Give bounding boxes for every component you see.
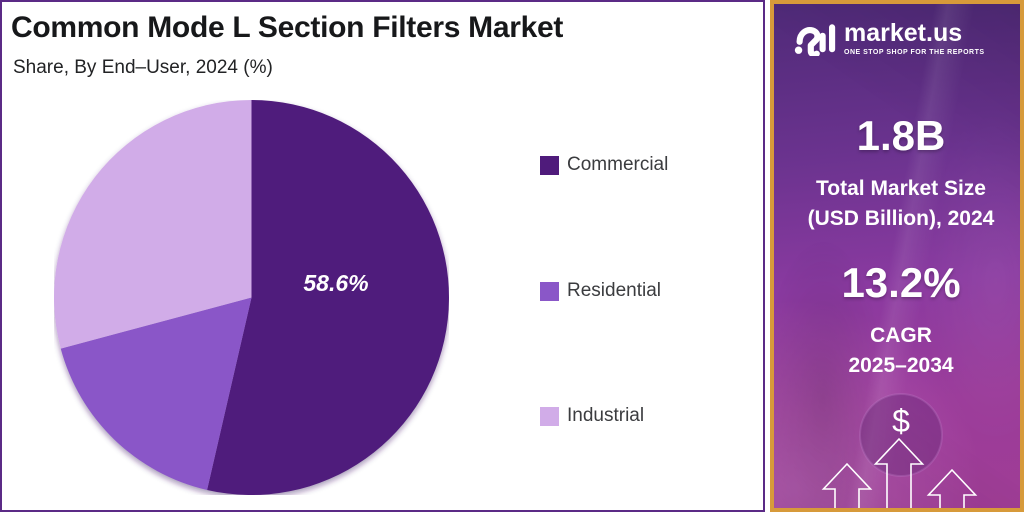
svg-text:58.6%: 58.6%: [303, 270, 368, 296]
svg-text:$: $: [892, 403, 910, 439]
